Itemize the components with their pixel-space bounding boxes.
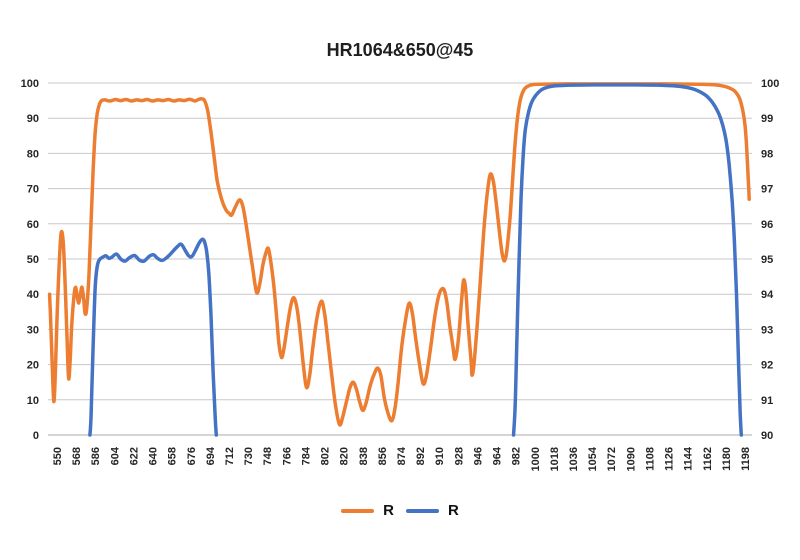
x-axis-label: 604 (109, 446, 121, 465)
x-axis-label: 1126 (664, 447, 676, 471)
x-axis-label: 910 (434, 447, 446, 465)
y-axis-label-left: 50 (27, 254, 39, 266)
y-axis-label-left: 90 (27, 113, 39, 125)
legend-swatch-orange-line (341, 508, 375, 513)
x-axis-label: 1144 (683, 446, 695, 471)
x-axis-label: 820 (339, 447, 351, 465)
x-axis-label: 928 (453, 447, 465, 465)
y-axis-label-left: 60 (27, 219, 39, 231)
y-axis-label-left: 80 (27, 148, 39, 160)
y-axis-label-left: 20 (27, 360, 39, 372)
x-axis-label: 658 (167, 447, 179, 465)
x-axis-label: 1018 (549, 447, 561, 471)
x-axis-label: 748 (262, 447, 274, 465)
chart-plot-area: 0 10 20 30 40 50 60 70 80 90 100 90 91 92 93 94 95 96 97 98… (21, 78, 780, 471)
x-axis-label: 1036 (568, 447, 580, 471)
x-axis-label: 838 (358, 447, 370, 465)
y-axis-label-right: 92 (761, 360, 773, 372)
legend-item-r-orange[interactable]: R (341, 503, 394, 518)
y-axis-label-right: 94 (761, 289, 774, 301)
y-axis-label-left: 0 (33, 430, 39, 442)
y-axis-label-right: 97 (761, 184, 773, 196)
x-axis-label: 1162 (702, 447, 714, 471)
x-axis-label: 946 (472, 447, 484, 465)
y-axis-label-left: 70 (27, 184, 39, 196)
x-axis-label: 964 (492, 446, 504, 465)
x-axis-label: 1198 (740, 447, 752, 471)
x-axis-label: 568 (71, 447, 83, 465)
x-axis-label: 982 (511, 447, 523, 465)
x-axis-label: 1000 (530, 447, 542, 471)
x-axis-label: 640 (148, 447, 160, 465)
y-axis-label-right: 99 (761, 113, 773, 125)
y-axis-label-left: 30 (27, 324, 39, 336)
x-axis-label: 622 (128, 447, 140, 465)
y-axis-label-left: 100 (21, 78, 39, 90)
x-axis-label: 856 (377, 447, 389, 465)
x-axis-label: 694 (205, 446, 217, 465)
series-line-blue-r (511, 83, 744, 437)
x-axis-label: 676 (186, 447, 198, 465)
x-axis-label: 1054 (587, 446, 599, 471)
x-axis-label: 892 (415, 447, 427, 465)
series-line-blue-r (88, 237, 219, 437)
x-axis-label: 1180 (721, 447, 733, 471)
y-axis-label-right: 95 (761, 254, 773, 266)
legend-swatch-blue-line (406, 508, 439, 513)
x-axis-label: 802 (320, 447, 332, 465)
series-line-orange-r (47, 82, 751, 427)
x-axis-label: 730 (243, 447, 255, 465)
x-axis-label: 586 (90, 447, 102, 465)
legend-label: R (448, 502, 459, 519)
x-axis-label: 1108 (644, 447, 656, 471)
x-axis-label: 712 (224, 447, 236, 465)
y-axis-label-right: 93 (761, 324, 773, 336)
y-axis-label-right: 98 (761, 148, 773, 160)
y-axis-label-right: 96 (761, 219, 773, 231)
legend-item-r-blue[interactable]: R (406, 503, 459, 518)
y-axis-label-right: 91 (761, 395, 773, 407)
x-axis-label: 874 (396, 446, 408, 465)
y-axis-label-right: 90 (761, 430, 773, 442)
x-axis-label: 1072 (606, 447, 618, 471)
x-axis-label: 766 (281, 447, 293, 465)
x-axis-label: 784 (300, 446, 312, 465)
legend-label: R (383, 502, 394, 519)
chart-title: HR1064&650@45 (326, 40, 474, 60)
x-axis-label: 550 (52, 447, 64, 465)
y-axis-label-left: 40 (27, 289, 39, 301)
y-axis-label-left: 10 (27, 395, 39, 407)
legend: R R (0, 503, 800, 518)
x-axis-label: 1090 (625, 447, 637, 471)
y-axis-label-right: 100 (761, 78, 779, 90)
